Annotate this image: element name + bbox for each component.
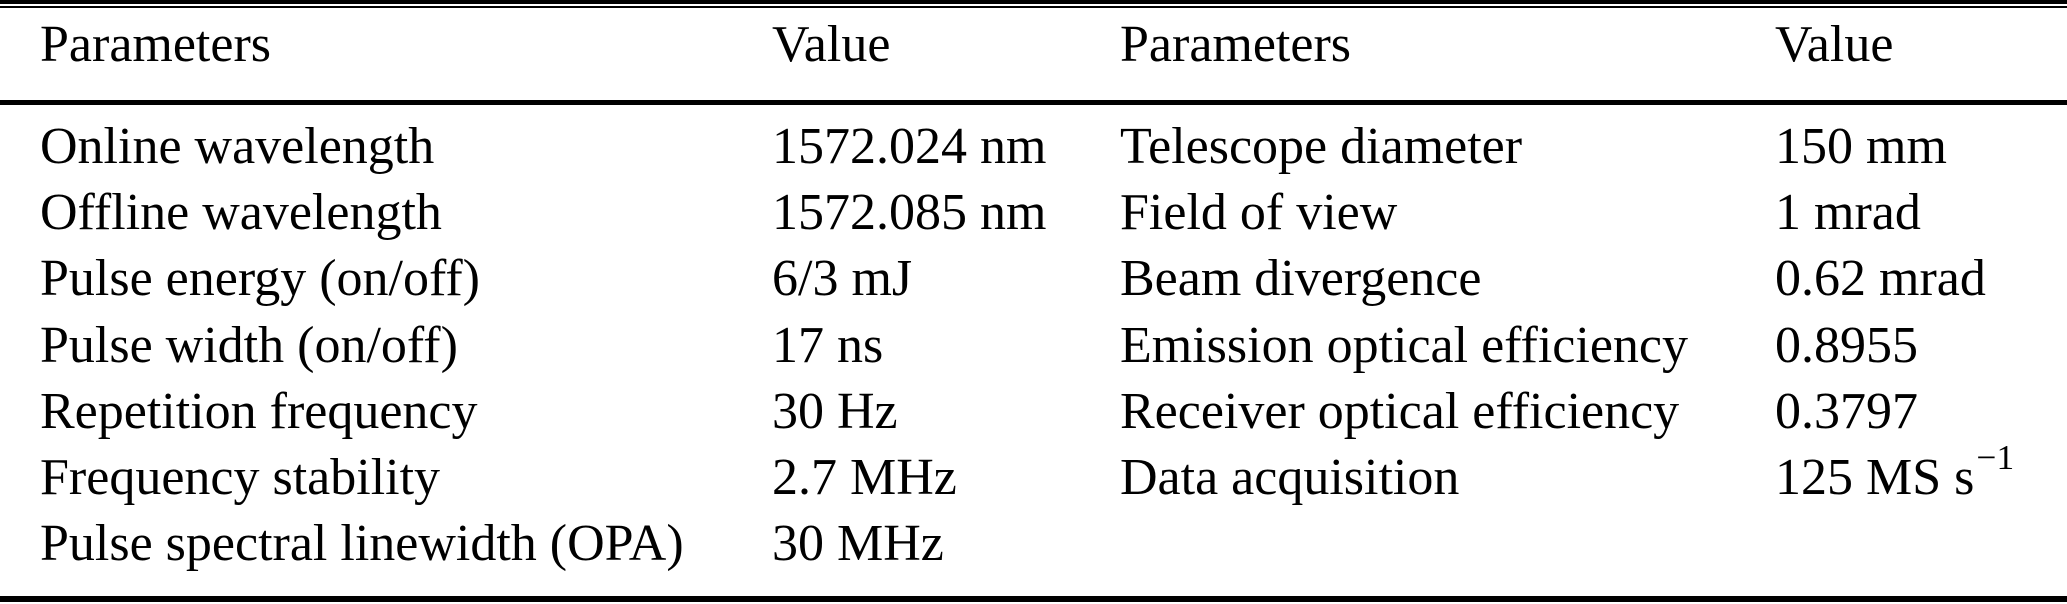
value-base: 125 MS s	[1775, 448, 1975, 506]
table-top-rule-thick	[0, 0, 2067, 4]
table-body: Online wavelength 1572.024 nm Telescope …	[0, 105, 2067, 577]
value-superscript: −1	[1976, 437, 2015, 478]
value-cell: 30 MHz	[772, 515, 944, 573]
value-cell: 1572.024 nm	[772, 118, 1047, 175]
value-cell-empty	[1775, 511, 2067, 577]
param-cell: Receiver optical efficiency	[1120, 382, 1680, 440]
value-cell: 1572.085 nm	[772, 184, 1047, 242]
param-cell: Repetition frequency	[40, 382, 478, 440]
value-cell: 1 mrad	[1775, 184, 1921, 242]
header-parameters-left: Parameters	[40, 16, 272, 73]
value-cell: 0.3797	[1775, 382, 1918, 440]
value-cell: 0.62 mrad	[1775, 250, 1986, 308]
value-cell: 30 Hz	[772, 382, 898, 440]
table-header-row: Parameters Value Parameters Value	[0, 7, 2067, 100]
param-cell: Pulse energy (on/off)	[40, 250, 480, 308]
value-cell: 2.7 MHz	[772, 448, 957, 506]
param-cell: Pulse width (on/off)	[40, 316, 458, 374]
header-value-left: Value	[772, 16, 891, 73]
param-cell: Offline wavelength	[40, 184, 442, 242]
value-cell: 17 ns	[772, 316, 884, 374]
param-cell: Telescope diameter	[1120, 118, 1523, 175]
param-cell: Online wavelength	[40, 118, 435, 175]
param-cell: Pulse spectral linewidth (OPA)	[40, 515, 684, 573]
value-cell: 0.8955	[1775, 316, 1918, 374]
param-cell: Emission optical efficiency	[1120, 316, 1688, 374]
param-cell: Field of view	[1120, 184, 1398, 242]
header-value-right: Value	[1775, 16, 1894, 73]
value-cell: 150 mm	[1775, 118, 1947, 175]
table-top-rule-thin	[0, 6, 2067, 8]
value-cell-with-superscript: 125 MS s−1	[1775, 440, 2067, 511]
param-cell: Frequency stability	[40, 448, 441, 506]
table-bottom-rule	[0, 596, 2067, 602]
param-cell: Data acquisition	[1120, 448, 1460, 506]
param-cell-empty	[1120, 511, 1775, 577]
param-cell: Beam divergence	[1120, 250, 1482, 308]
header-parameters-right: Parameters	[1120, 16, 1352, 73]
table-header-separator-rule	[0, 100, 2067, 105]
value-cell: 6/3 mJ	[772, 250, 913, 308]
